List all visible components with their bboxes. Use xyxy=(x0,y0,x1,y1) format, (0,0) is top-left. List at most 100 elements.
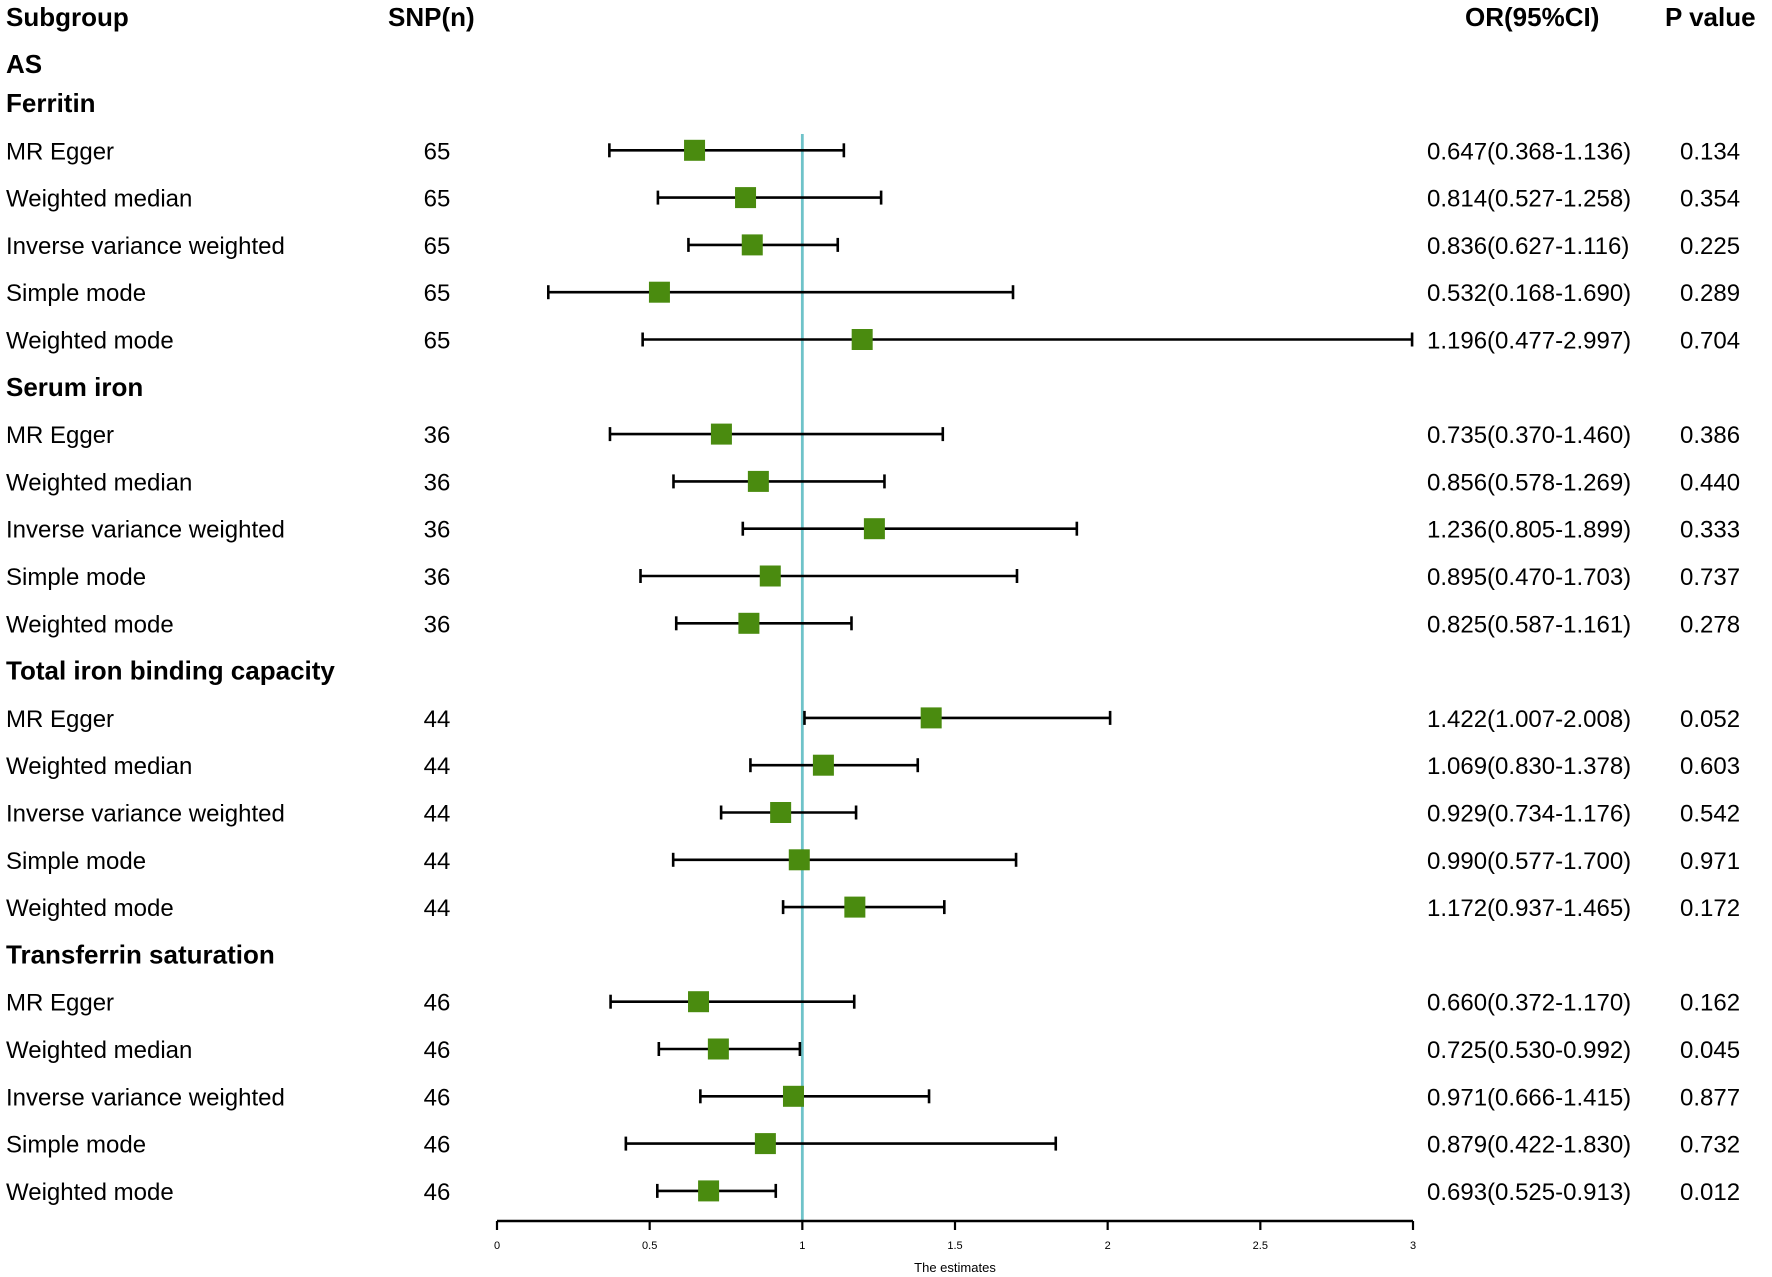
or-ci-label: 0.660(0.372-1.170) xyxy=(1427,990,1631,1017)
estimate-marker xyxy=(770,802,792,823)
or-ci-label: 0.895(0.470-1.703) xyxy=(1427,564,1631,591)
method-label: Simple mode xyxy=(6,564,146,591)
snp-count: 44 xyxy=(424,848,451,875)
group-label: Ferritin xyxy=(6,88,96,118)
estimate-marker xyxy=(759,565,781,587)
p-value: 0.333 xyxy=(1680,517,1740,544)
x-tick-label: 1.5 xyxy=(947,1240,962,1252)
p-value: 0.737 xyxy=(1680,564,1740,591)
or-ci-label: 0.647(0.368-1.136) xyxy=(1427,138,1631,165)
or-ci-label: 0.825(0.587-1.161) xyxy=(1427,611,1631,638)
or-ci-label: 1.196(0.477-2.997) xyxy=(1427,328,1631,355)
p-value: 0.542 xyxy=(1680,801,1740,828)
or-ci-label: 1.069(0.830-1.378) xyxy=(1427,753,1631,780)
snp-count: 46 xyxy=(424,1084,451,1111)
rows-layer: Ferritin MR Egger 65 0.647(0.368-1.136) 0.13… xyxy=(6,88,1740,1206)
or-ci-label: 0.879(0.422-1.830) xyxy=(1427,1132,1631,1159)
estimate-marker xyxy=(812,754,834,776)
p-value: 0.440 xyxy=(1680,469,1740,496)
estimate-marker xyxy=(747,470,769,492)
snp-count: 46 xyxy=(424,990,451,1017)
estimate-marker xyxy=(684,139,706,161)
method-label: MR Egger xyxy=(6,990,114,1017)
estimate-marker xyxy=(707,1038,729,1060)
method-label: Simple mode xyxy=(6,1132,146,1159)
or-ci-label: 0.836(0.627-1.116) xyxy=(1427,233,1629,260)
method-label: Simple mode xyxy=(6,280,146,307)
estimate-marker xyxy=(710,423,732,445)
group-label: Serum iron xyxy=(6,372,143,402)
snp-count: 65 xyxy=(424,233,451,260)
snp-count: 65 xyxy=(424,138,451,165)
or-ci-label: 0.929(0.734-1.176) xyxy=(1427,801,1631,828)
outcome-label: AS xyxy=(6,49,42,79)
or-ci-label: 0.971(0.666-1.415) xyxy=(1427,1084,1631,1111)
group-label: Transferrin saturation xyxy=(6,939,275,969)
snp-count: 44 xyxy=(424,801,451,828)
p-value: 0.603 xyxy=(1680,753,1740,780)
snp-count: 44 xyxy=(424,706,451,733)
estimate-marker xyxy=(851,329,873,350)
or-ci-label: 1.172(0.937-1.465) xyxy=(1427,895,1631,922)
method-label: Weighted mode xyxy=(6,328,174,355)
p-value: 0.289 xyxy=(1680,280,1740,307)
p-value: 0.732 xyxy=(1680,1132,1740,1159)
or-ci-label: 0.735(0.370-1.460) xyxy=(1427,422,1631,449)
estimate-marker xyxy=(698,1180,720,1202)
method-label: MR Egger xyxy=(6,422,114,449)
group-label: Total iron binding capacity xyxy=(6,656,335,686)
snp-count: 36 xyxy=(424,611,451,638)
p-value: 0.172 xyxy=(1680,895,1740,922)
snp-count: 65 xyxy=(424,280,451,307)
or-ci-label: 1.236(0.805-1.899) xyxy=(1427,517,1631,544)
estimate-marker xyxy=(741,234,763,256)
p-value: 0.162 xyxy=(1680,990,1740,1017)
or-ci-label: 0.856(0.578-1.269) xyxy=(1427,469,1631,496)
method-label: Weighted mode xyxy=(6,1179,174,1206)
method-label: MR Egger xyxy=(6,706,114,733)
or-ci-label: 0.814(0.527-1.258) xyxy=(1427,186,1631,213)
estimate-marker xyxy=(688,991,710,1013)
method-label: Weighted median xyxy=(6,753,192,780)
method-label: Inverse variance weighted xyxy=(6,233,285,260)
method-label: Simple mode xyxy=(6,848,146,875)
x-tick-label: 2.5 xyxy=(1253,1240,1268,1252)
p-value: 0.225 xyxy=(1680,233,1740,260)
snp-count: 36 xyxy=(424,517,451,544)
estimate-marker xyxy=(920,707,942,729)
snp-count: 36 xyxy=(424,469,451,496)
method-label: Inverse variance weighted xyxy=(6,1084,285,1111)
estimate-marker xyxy=(782,1085,804,1107)
method-label: Inverse variance weighted xyxy=(6,801,285,828)
estimate-marker xyxy=(863,518,885,540)
estimate-marker xyxy=(648,281,670,303)
x-axis: 0 0.5 1 1.5 2 2.5 3 xyxy=(494,1219,1416,1252)
header-subgroup: Subgroup xyxy=(6,2,129,32)
method-label: Weighted median xyxy=(6,1037,192,1064)
method-label: MR Egger xyxy=(6,138,114,165)
snp-count: 44 xyxy=(424,753,451,780)
x-tick-label: 0 xyxy=(494,1240,500,1252)
x-tick-label: 0.5 xyxy=(642,1240,657,1252)
or-ci-label: 0.532(0.168-1.690) xyxy=(1427,280,1631,307)
snp-count: 46 xyxy=(424,1037,451,1064)
p-value: 0.052 xyxy=(1680,706,1740,733)
header-or: OR(95%CI) xyxy=(1465,2,1599,32)
estimate-marker xyxy=(754,1133,776,1155)
estimate-marker xyxy=(738,612,760,634)
x-tick-label: 1 xyxy=(799,1240,805,1252)
p-value: 0.877 xyxy=(1680,1084,1740,1111)
estimate-marker xyxy=(788,849,810,871)
x-tick-label: 3 xyxy=(1410,1240,1416,1252)
header-snp: SNP(n) xyxy=(388,2,475,32)
or-ci-label: 0.990(0.577-1.700) xyxy=(1427,848,1631,875)
p-value: 0.704 xyxy=(1680,328,1740,355)
or-ci-label: 1.422(1.007-2.008) xyxy=(1427,706,1631,733)
method-label: Weighted median xyxy=(6,469,192,496)
estimate-marker xyxy=(735,187,757,209)
p-value: 0.012 xyxy=(1680,1179,1740,1206)
snp-count: 65 xyxy=(424,328,451,355)
method-label: Weighted mode xyxy=(6,611,174,638)
method-label: Weighted median xyxy=(6,186,192,213)
